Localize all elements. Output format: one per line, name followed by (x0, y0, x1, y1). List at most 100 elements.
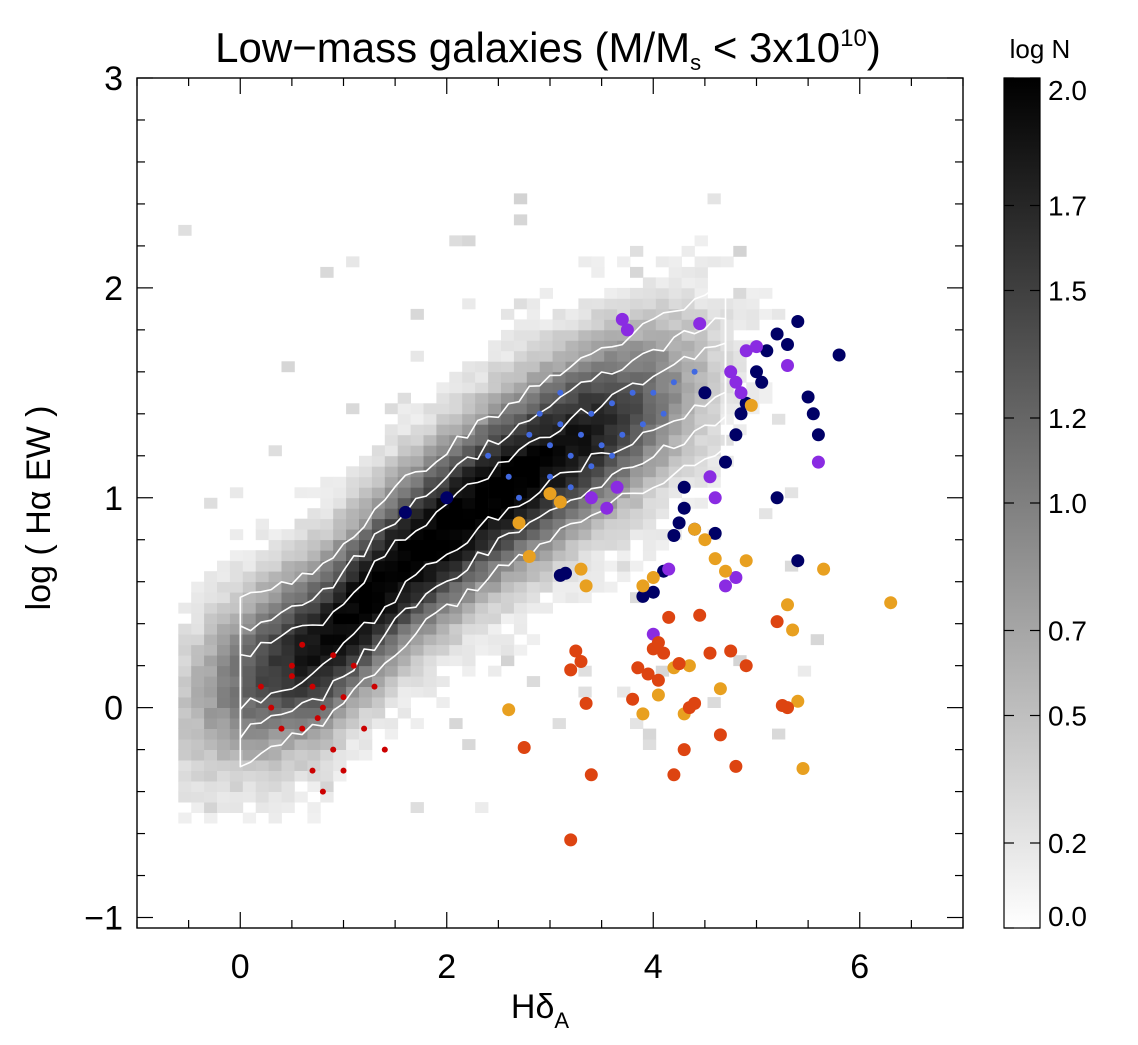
density-cell (449, 413, 463, 425)
density-cell (475, 634, 489, 646)
density-cell (281, 728, 295, 740)
density-cell (436, 434, 450, 446)
density-cell (178, 623, 192, 635)
density-cell (513, 455, 528, 467)
density-cell (423, 413, 437, 425)
density-cell (694, 466, 708, 478)
density-cell (242, 665, 257, 677)
density-cell (268, 445, 282, 457)
density-cell (242, 623, 257, 635)
density-cell (630, 445, 644, 457)
density-cell (436, 424, 450, 436)
data-point (547, 473, 553, 480)
density-cell (346, 655, 360, 667)
density-cell (630, 245, 644, 257)
density-cell (733, 350, 747, 362)
density-cell (281, 791, 295, 803)
density-cell (307, 760, 321, 771)
data-point (543, 487, 557, 501)
density-cell (642, 308, 657, 320)
density-cell (539, 434, 553, 446)
density-cell (707, 350, 721, 362)
density-cell (630, 529, 644, 541)
density-cell (526, 392, 541, 404)
density-cell (694, 476, 708, 488)
y-tick-label: 2 (104, 270, 123, 308)
density-cell (410, 529, 424, 541)
density-cell (475, 392, 489, 404)
data-point (620, 323, 634, 337)
data-point (796, 762, 810, 775)
data-point (485, 452, 492, 459)
density-cell (462, 508, 476, 520)
density-cell (255, 550, 269, 562)
density-cell (475, 592, 489, 604)
density-cell (242, 812, 257, 824)
data-point (775, 699, 789, 712)
density-cell (359, 497, 373, 509)
x-tick-label: 4 (644, 948, 663, 986)
density-cell (320, 497, 334, 509)
density-cell (488, 644, 502, 656)
density-cell (242, 602, 257, 614)
density-cell (423, 434, 437, 446)
density-cell (423, 592, 437, 604)
density-cell (371, 613, 386, 625)
density-cell (604, 413, 618, 425)
density-cell (655, 319, 670, 331)
density-cell (681, 413, 695, 425)
density-cell (268, 676, 282, 687)
density-cell (539, 340, 553, 352)
density-cell (501, 445, 515, 457)
density-cell (320, 476, 334, 488)
data-point (662, 562, 676, 576)
density-cell (642, 382, 657, 394)
density-cell (449, 560, 463, 572)
density-cell (591, 298, 605, 310)
density-cell (462, 487, 476, 499)
density-cell (384, 550, 399, 562)
data-point (610, 480, 624, 494)
density-cell (371, 634, 386, 646)
density-cell (449, 455, 463, 467)
density-cell (333, 560, 347, 572)
density-cell (565, 361, 579, 373)
density-cell (229, 560, 244, 572)
data-point (361, 725, 368, 732)
density-cell (204, 760, 218, 771)
density-cell (655, 256, 670, 268)
density-cell (694, 277, 708, 289)
density-cell (578, 539, 592, 551)
density-cell (346, 581, 360, 593)
density-cell (720, 308, 734, 320)
density-cell (462, 623, 476, 635)
density-cell (617, 550, 631, 562)
density-cell (578, 445, 592, 457)
density-cell (720, 403, 734, 415)
density-cell (475, 613, 489, 625)
density-cell (307, 529, 321, 541)
density-cell (772, 728, 786, 740)
density-cell (668, 424, 682, 436)
density-cell (281, 529, 295, 541)
density-cell (630, 413, 644, 425)
density-cell (371, 466, 386, 478)
data-point (615, 312, 629, 326)
density-cell (204, 802, 218, 813)
density-cell (681, 277, 695, 289)
density-cell (384, 718, 399, 729)
density-cell (604, 308, 618, 320)
density-cell (178, 224, 192, 236)
density-cell (707, 308, 721, 320)
density-cell (384, 644, 399, 656)
density-cell (359, 644, 373, 656)
data-point (574, 562, 588, 576)
density-cell (320, 707, 334, 719)
density-cell (384, 403, 399, 415)
density-cell (591, 445, 605, 457)
density-cell (359, 728, 373, 740)
density-cell (397, 697, 411, 708)
density-cell (294, 791, 308, 803)
y-tick-label: 0 (104, 690, 123, 728)
density-cell (268, 644, 282, 656)
